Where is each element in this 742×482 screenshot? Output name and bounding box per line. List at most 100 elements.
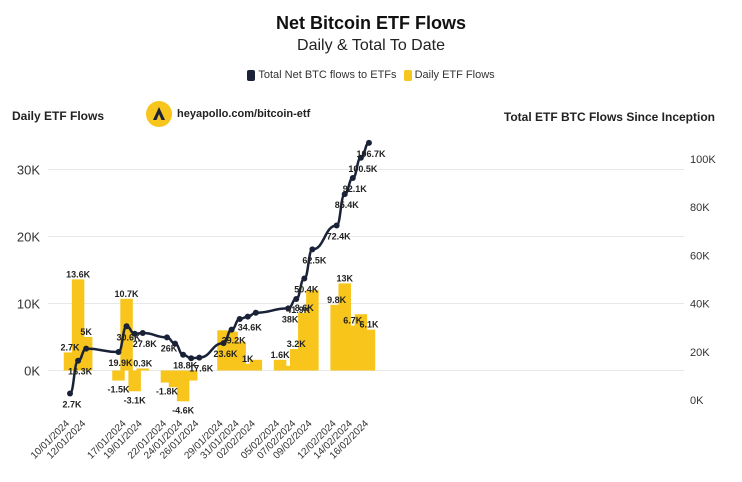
line-data-label: 41.9K: [286, 305, 311, 315]
bar: [233, 341, 246, 371]
line-point: [196, 354, 203, 361]
line-point: [180, 351, 187, 358]
line-data-label: 85.4K: [335, 200, 360, 210]
bar-data-label: 9.8K: [327, 295, 347, 305]
bar: [120, 298, 133, 371]
line-point: [333, 222, 340, 229]
line-point: [83, 345, 90, 352]
chart-title: Net Bitcoin ETF Flows: [275, 13, 466, 33]
brand-watermark: heyapollo.com/bitcoin-etf: [146, 101, 310, 127]
line-data-label: 19.9K: [108, 358, 133, 368]
line-point: [220, 340, 227, 347]
y-right-tick-label: 40K: [690, 299, 710, 311]
line-point: [252, 309, 259, 316]
y-right-tick-label: 80K: [690, 202, 710, 214]
y-right-tick-label: 0K: [690, 395, 704, 407]
bar: [273, 359, 287, 371]
line-data-label: 62.5K: [302, 255, 327, 265]
bar-data-label: 1K: [242, 354, 254, 364]
line-point: [67, 390, 73, 397]
line-data-label: 23.6K: [214, 349, 239, 359]
apollo-logo-icon: [146, 101, 172, 127]
legend-item-daily[interactable]: Daily ETF Flows: [403, 69, 495, 81]
line-layer: [67, 139, 372, 397]
line-point: [301, 275, 308, 282]
bar: [249, 359, 263, 371]
bar: [128, 370, 141, 392]
line-data-label: 72.4K: [327, 232, 352, 242]
line-point: [357, 154, 364, 161]
bar-layer: [63, 279, 376, 402]
line-data-label: 34.6K: [238, 323, 263, 333]
bar-data-label: -1.5K: [107, 385, 130, 395]
line-point: [172, 340, 179, 347]
chart-legend: Total Net BTC flows to ETFs Daily ETF Fl…: [0, 69, 742, 84]
line-data-label: 2.7K: [62, 399, 82, 409]
line-data-label: 38K: [282, 314, 299, 324]
bar-data-label: 0.3K: [133, 358, 153, 368]
legend-swatch-daily: [403, 69, 412, 81]
line-point: [349, 175, 356, 182]
line-data-label: 30.6K: [117, 332, 142, 342]
bar: [79, 337, 93, 371]
line-point: [293, 296, 300, 303]
legend-item-total[interactable]: Total Net BTC flows to ETFs: [247, 69, 397, 81]
line-data-label: 17.6K: [189, 364, 214, 374]
line-point: [131, 330, 138, 337]
line-data-label: 29.2K: [222, 336, 247, 346]
line-point: [115, 349, 122, 356]
bar: [241, 363, 255, 371]
line-data-label: 27.8K: [133, 339, 158, 349]
bar-data-label: -3.1K: [124, 395, 147, 405]
y-left-tick-label: 0K: [24, 364, 40, 379]
chart-subtitle: Daily & Total To Date: [297, 37, 445, 54]
y-right-tick-label: 60K: [690, 250, 710, 262]
bar-data-label: 13.6K: [66, 269, 91, 279]
left-axis-title: Daily ETF Flows: [12, 109, 105, 123]
bar-data-label: -1.8K: [156, 387, 179, 397]
line-point: [75, 357, 82, 364]
bar-data-label: 5K: [80, 327, 92, 337]
bar-data-label: 13K: [336, 273, 353, 283]
bar-data-label: 3.2K: [287, 339, 307, 349]
bar-data-label: 6.1K: [359, 320, 379, 330]
y-left-tick-label: 30K: [17, 163, 40, 178]
legend-label-total: Total Net BTC flows to ETFs: [258, 69, 397, 81]
bar: [362, 329, 376, 371]
bar-data-label: 2.7K: [60, 342, 80, 352]
line-data-label: 50.4K: [294, 285, 319, 295]
bar: [281, 365, 295, 371]
line-point: [163, 334, 170, 341]
legend-swatch-total: [247, 69, 256, 81]
y-left-tick-label: 20K: [17, 230, 40, 245]
line-point: [123, 323, 130, 330]
line-point: [244, 313, 251, 320]
line-point: [139, 330, 146, 337]
line-point: [309, 246, 316, 253]
bar: [136, 368, 149, 371]
line-data-label: 18.8K: [173, 361, 198, 371]
line-point: [285, 305, 292, 312]
line-point: [236, 316, 243, 323]
bar-data-label: 10.7K: [115, 289, 140, 299]
line-data-label: 100.5K: [348, 164, 378, 174]
bar-data-label: 8.6K: [295, 303, 315, 313]
label-layer: 2.7K 13.6K 5K -1.5K 10.7K -3.1K 0.3K -1.8K -4.6K…: [60, 149, 385, 415]
y-right-tick-label: 100K: [690, 154, 716, 166]
y-left-tick-label: 10K: [17, 297, 40, 312]
bar-data-label: 1.6K: [271, 350, 291, 360]
y-right-tick-label: 20K: [690, 347, 710, 359]
bar-data-label: -4.6K: [172, 405, 195, 415]
line-data-label: 106.7K: [356, 149, 386, 159]
line-point: [341, 191, 348, 198]
bar: [112, 370, 125, 381]
line-data-label: 16.3K: [68, 367, 93, 377]
right-axis-title: Total ETF BTC Flows Since Inception: [503, 110, 715, 124]
line-point: [365, 139, 372, 146]
line-point: [228, 326, 235, 333]
legend-label-daily: Daily ETF Flows: [414, 69, 495, 81]
line-data-label: 92.1K: [343, 184, 368, 194]
line-data-label: 26K: [161, 343, 178, 353]
bar: [184, 370, 198, 381]
